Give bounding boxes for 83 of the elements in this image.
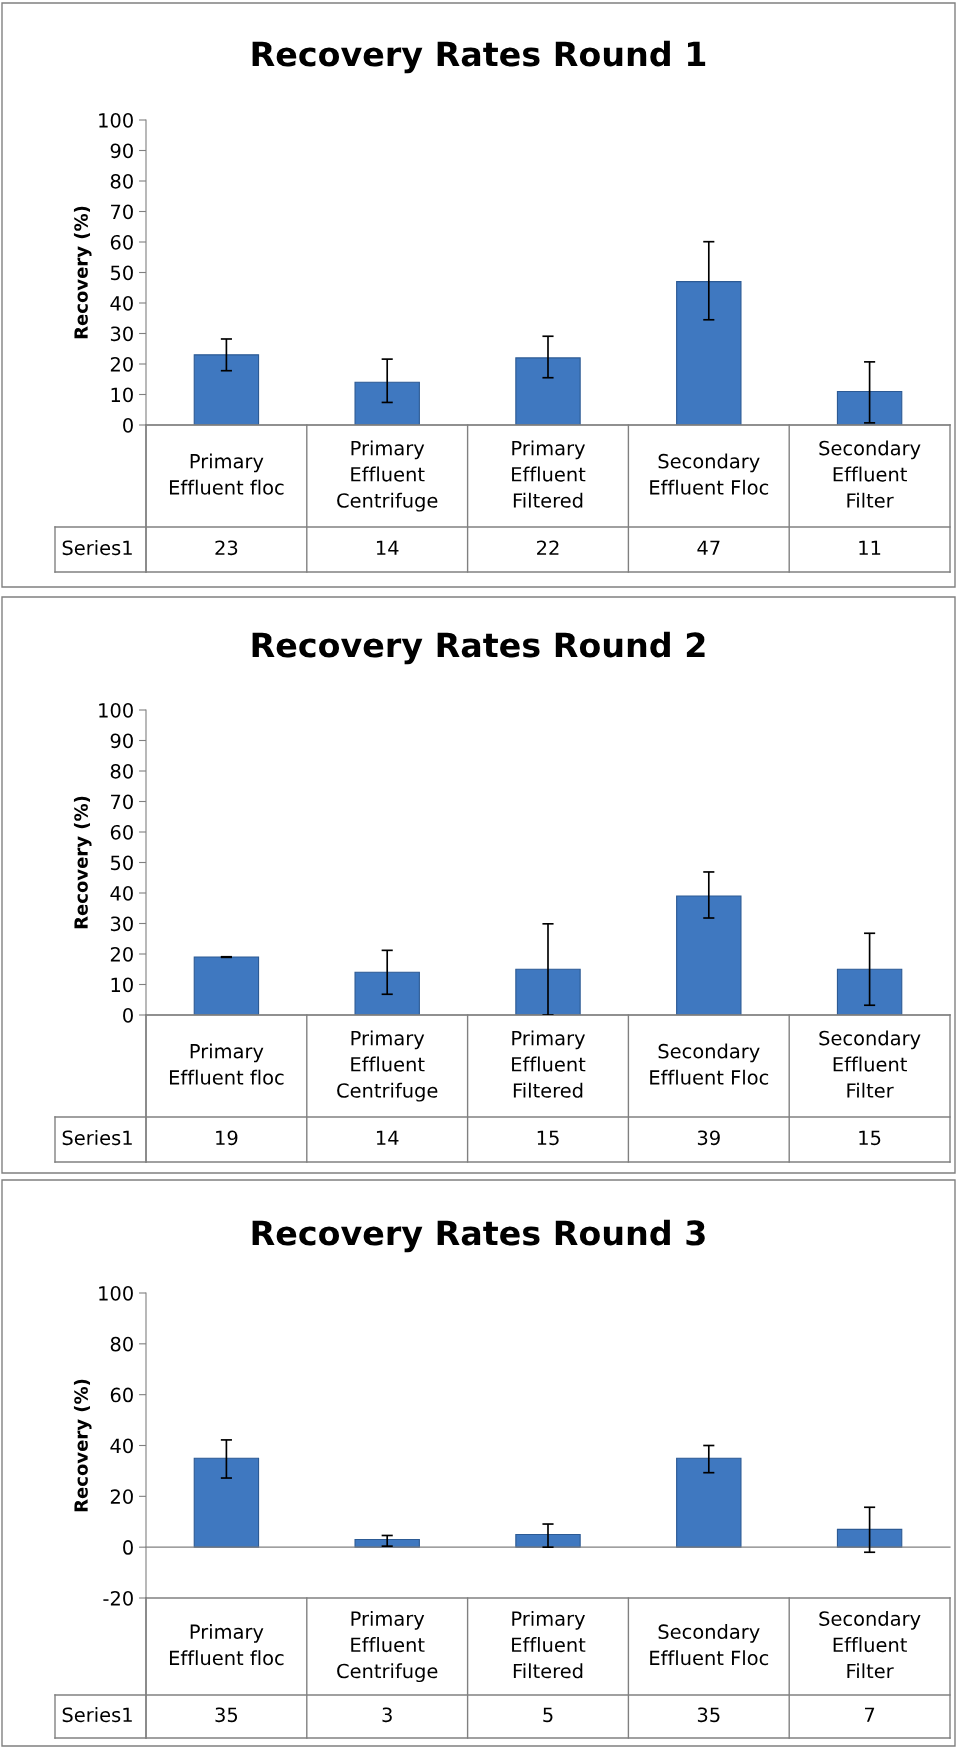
x-tick-label: Secondary Effluent Floc [650,1043,769,1085]
text: Series1 [62,1130,132,1146]
bar [515,357,581,425]
x-tick-label: Primary Effluent floc [169,1623,284,1666]
bar [354,1538,420,1548]
y-tick-label: 20 [110,946,133,962]
x-tick-label: Primary Effluent Filtered [512,1610,586,1679]
bar [193,956,260,1015]
y-tick-label: 70 [111,204,133,220]
bar [676,281,742,425]
y-axis-title: Recovery (%) [73,796,92,929]
x-tick-label: Secondary Effluent Filter [819,440,921,508]
y-tick-label: 80 [110,763,133,779]
y-tick-label: 90 [110,733,133,749]
y-tick-label: 40 [110,885,133,901]
data-label: 47 [697,540,720,555]
bar [836,390,903,425]
bar [354,381,420,425]
data-label: 22 [537,540,559,555]
x-tick-label: Primary Effluent floc [169,453,284,495]
y-tick-label: 10 [111,387,133,403]
bar [836,968,903,1015]
y-tick-label: 0 [123,1540,133,1555]
data-label: 15 [859,1130,881,1146]
bar [676,895,742,1015]
data-label: 14 [376,540,399,555]
data-label: 35 [697,1707,720,1723]
y-tick-label: 30 [110,326,133,342]
y-tick-label: 100 [99,112,133,128]
y-tick-label: 0 [123,1007,133,1023]
chart-title: Recovery Rates Round 3 [252,1219,705,1253]
y-tick-label: 70 [111,794,133,810]
x-tick-label: Primary Effluent Filtered [512,440,586,508]
bar [193,1457,260,1548]
chart-title: Recovery Rates Round 1 [252,40,706,74]
y-axis-title: Recovery (%) [73,1379,92,1512]
chart-title: Recovery Rates Round 2 [252,631,705,665]
x-tick-label: Secondary Effluent Filter [819,1030,921,1098]
y-tick-label: 60 [110,1387,133,1403]
x-tick-label: Primary Effluent floc [169,1043,284,1085]
y-tick-label: 20 [110,356,133,372]
y-tick-label: 50 [110,855,133,871]
y-tick-label: -20 [103,1590,133,1606]
data-label: 23 [215,540,238,556]
bar [515,1533,581,1548]
data-label: 5 [543,1707,553,1723]
y-tick-label: 90 [110,143,133,159]
data-label: 39 [697,1130,720,1146]
bar [354,971,420,1015]
bar [676,1457,742,1548]
y-tick-label: 30 [110,916,133,932]
data-label: 7 [865,1707,875,1722]
y-axis-title: Recovery (%) [73,206,92,339]
y-tick-label: 60 [110,234,133,250]
data-label: 35 [215,1707,238,1723]
y-tick-label: 50 [110,265,133,281]
data-label: 19 [216,1130,238,1146]
x-tick-label: Primary Effluent Centrifuge [337,1030,438,1102]
y-tick-label: 100 [99,702,133,718]
y-tick-label: 20 [110,1489,133,1504]
text: Series1 [62,540,132,556]
x-tick-label: Secondary Effluent Floc [650,1623,769,1666]
y-tick-label: 80 [110,173,133,189]
bar [193,354,260,425]
bar [836,1528,903,1548]
x-tick-label: Primary Effluent Centrifuge [337,1610,438,1683]
y-tick-label: 60 [110,824,133,840]
x-tick-label: Secondary Effluent Filter [819,1610,921,1679]
y-tick-label: 80 [110,1336,133,1352]
data-label: 11 [859,540,881,555]
x-tick-label: Primary Effluent Filtered [512,1030,586,1098]
y-tick-label: 0 [123,417,133,433]
x-tick-label: Primary Effluent Centrifuge [337,440,438,512]
data-label: 15 [537,1130,559,1146]
text: Series1 [62,1707,132,1723]
x-tick-label: Secondary Effluent Floc [650,453,769,495]
y-tick-label: 100 [99,1285,133,1301]
y-tick-label: 40 [110,295,133,311]
data-label: 14 [376,1130,399,1145]
bar [515,968,581,1015]
y-tick-label: 40 [110,1438,133,1454]
data-label: 3 [382,1707,392,1723]
y-tick-label: 10 [111,977,133,993]
